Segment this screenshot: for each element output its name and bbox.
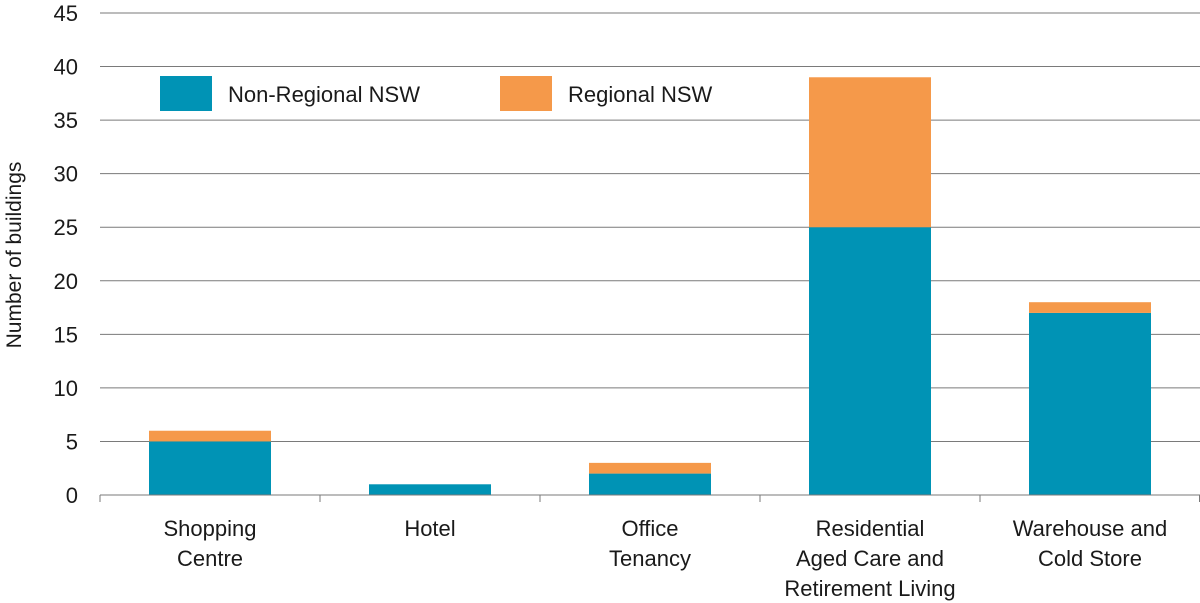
bar-regional-2	[589, 462, 711, 474]
y-tick-label-10: 10	[54, 376, 78, 401]
category-label-0: Shopping Centre	[164, 516, 257, 571]
category-label-line: Residential	[816, 516, 925, 541]
y-tick-label-20: 20	[54, 269, 78, 294]
category-label-line: Hotel	[404, 516, 455, 541]
y-axis-title: Number of buildings	[3, 162, 26, 349]
bar-non-regional-2	[589, 473, 711, 495]
legend-label-1: Regional NSW	[568, 82, 713, 107]
category-label-1: Hotel	[404, 516, 455, 541]
bar-non-regional-3	[809, 227, 931, 495]
y-tick-label-45: 45	[54, 1, 78, 26]
legend-swatch-1	[500, 76, 552, 111]
category-label-line: Aged Care and	[796, 546, 944, 571]
legend: Non-Regional NSW Regional NSW	[160, 76, 713, 111]
y-tick-label-40: 40	[54, 55, 78, 80]
category-label-4: Warehouse and Cold Store	[1013, 516, 1168, 571]
legend-swatch-0	[160, 76, 212, 111]
category-label-2: Office Tenancy	[609, 516, 691, 571]
bar-regional-0	[149, 430, 271, 442]
category-label-line: Centre	[177, 546, 243, 571]
legend-label-0: Non-Regional NSW	[228, 82, 420, 107]
category-label-line: Warehouse and	[1013, 516, 1168, 541]
category-label-line: Retirement Living	[784, 576, 955, 601]
bars	[149, 77, 1151, 495]
y-tick-label-30: 30	[54, 162, 78, 187]
bar-regional-4	[1029, 302, 1151, 313]
x-axis	[99, 494, 1200, 502]
bar-non-regional-1	[369, 484, 491, 495]
y-tick-label-5: 5	[66, 429, 78, 454]
category-label-line: Shopping	[164, 516, 257, 541]
category-labels: Shopping Centre Hotel Office Tenancy Resident…	[164, 516, 1168, 601]
y-tick-label-25: 25	[54, 215, 78, 240]
y-axis-ticks: 0 5 10 15 20 25 30 35 40 45	[54, 1, 78, 508]
y-tick-label-0: 0	[66, 483, 78, 508]
category-label-line: Tenancy	[609, 546, 691, 571]
bar-regional-3	[809, 77, 931, 228]
bar-non-regional-4	[1029, 312, 1151, 495]
category-label-3: Residential Aged Care and Retirement Livin…	[784, 516, 955, 601]
y-tick-label-15: 15	[54, 322, 78, 347]
y-tick-label-35: 35	[54, 108, 78, 133]
category-label-line: Cold Store	[1038, 546, 1142, 571]
gridlines	[100, 12, 1200, 442]
category-label-line: Office	[621, 516, 678, 541]
bar-non-regional-0	[149, 441, 271, 495]
